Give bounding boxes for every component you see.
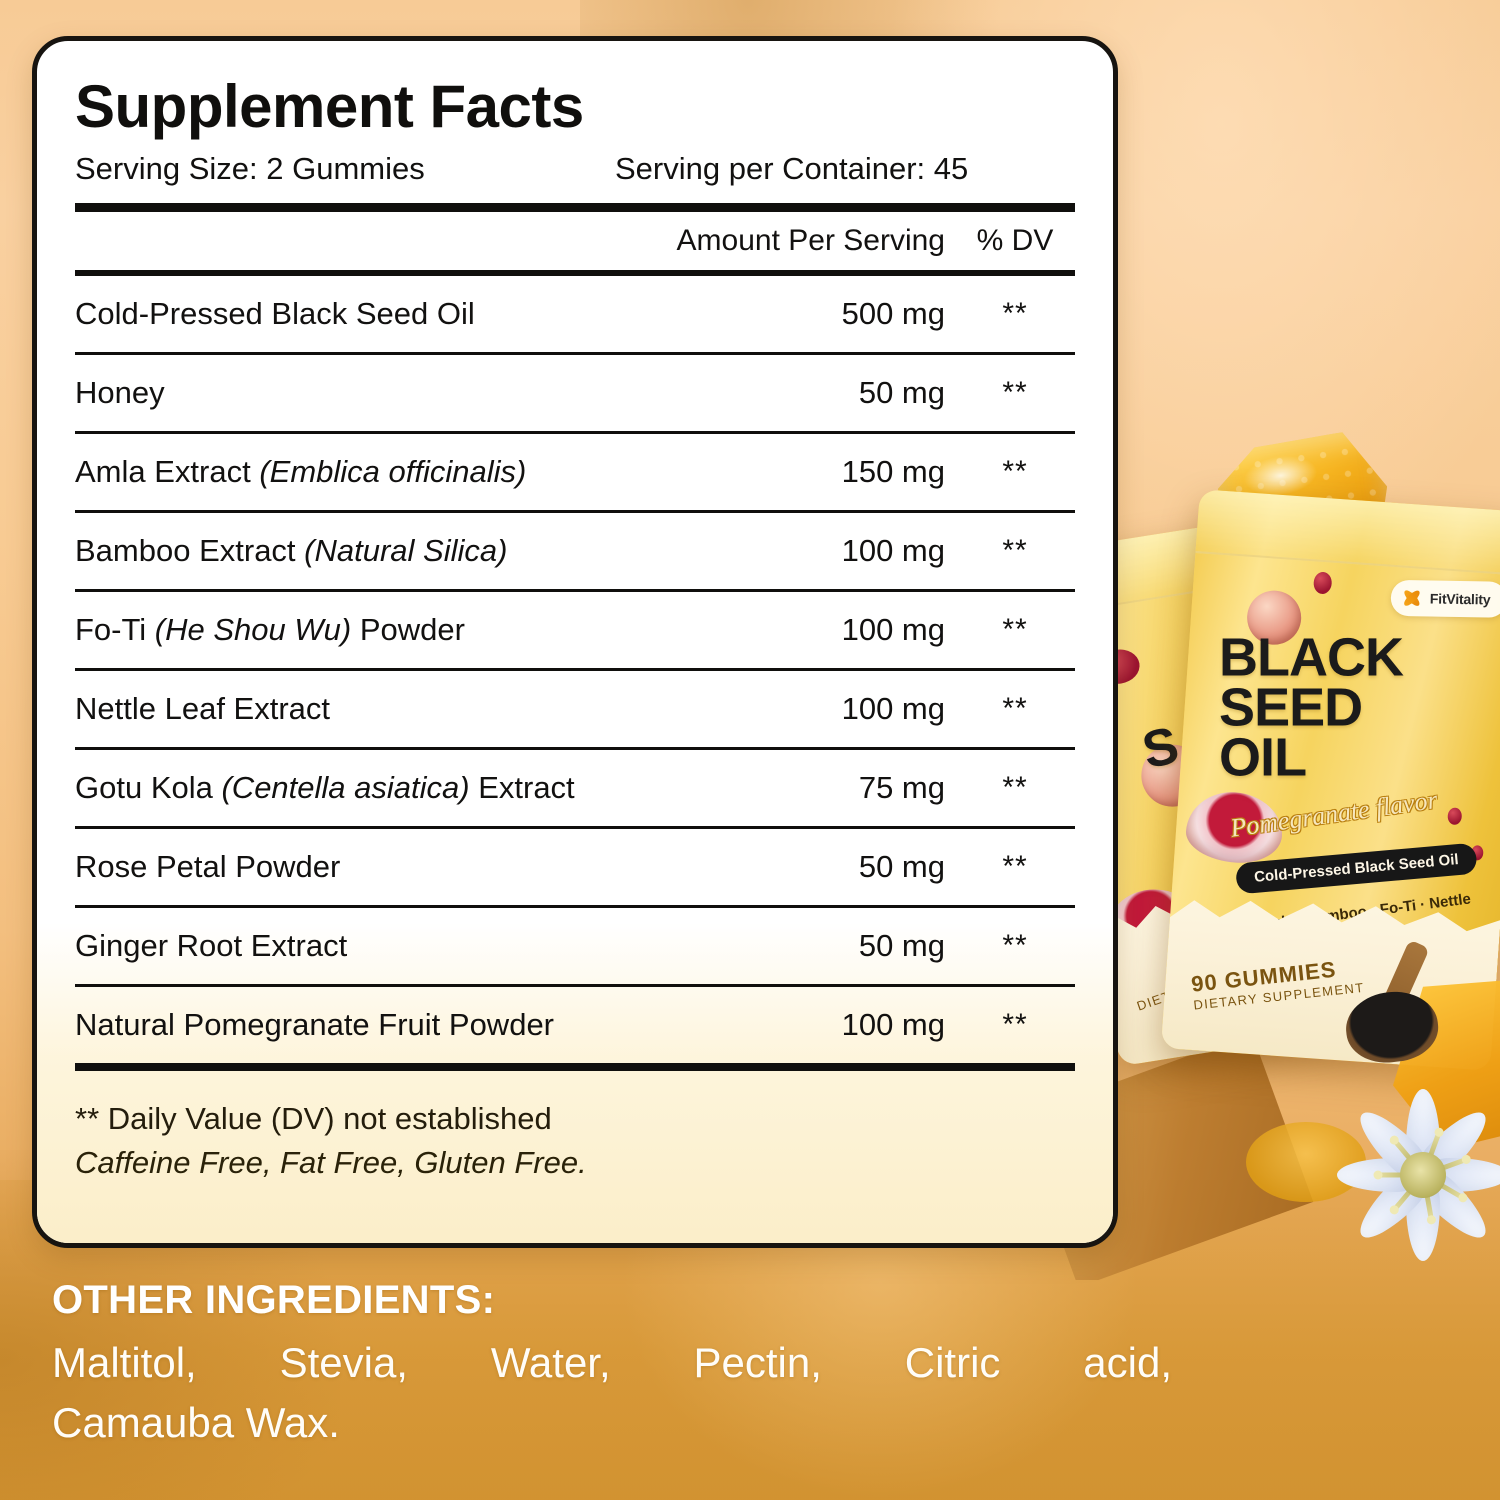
column-header-amount: Amount Per Serving bbox=[676, 224, 945, 257]
ingredient-amount: 50 mg bbox=[858, 928, 945, 963]
table-row: Ginger Root Extract 50 mg ** bbox=[63, 908, 1087, 984]
ingredient-dv: ** bbox=[1002, 613, 1028, 646]
divider-thick-bottom bbox=[75, 1063, 1075, 1071]
footnote-block: ** Daily Value (DV) not established Caff… bbox=[63, 1071, 1087, 1185]
product-flavor: Pomegranate flavor bbox=[1228, 784, 1440, 843]
divider-row bbox=[75, 668, 1075, 671]
table-row: Natural Pomegranate Fruit Powder 100 mg … bbox=[63, 987, 1087, 1063]
ingredient-amount: 100 mg bbox=[841, 533, 945, 568]
other-ingredients-line-2: Camauba Wax. bbox=[52, 1398, 340, 1446]
pomegranate-seed-icon bbox=[1312, 571, 1333, 595]
column-header-dv: % DV bbox=[976, 224, 1054, 257]
other-ingredients-title: OTHER INGREDIENTS: bbox=[52, 1278, 496, 1322]
product-pouch-front: FitVitality BLACK SEED OIL Pomegranate f… bbox=[1160, 489, 1500, 1071]
ingredient-dv: ** bbox=[1002, 297, 1028, 330]
pomegranate-seed-icon bbox=[1447, 807, 1463, 826]
nigella-flower-icon bbox=[1328, 1080, 1500, 1270]
ingredient-amount: 50 mg bbox=[858, 375, 945, 410]
page-title: Supplement Facts bbox=[75, 73, 584, 140]
serving-size: Serving Size: 2 Gummies bbox=[75, 151, 425, 186]
divider-thick-top bbox=[75, 203, 1075, 212]
ingredient-amount: 75 mg bbox=[858, 770, 945, 805]
ingredient-dv: ** bbox=[1002, 455, 1028, 488]
table-row: Honey 50 mg ** bbox=[63, 355, 1087, 431]
table-row: Cold-Pressed Black Seed Oil 500 mg ** bbox=[63, 276, 1087, 352]
product-title: BLACK SEED OIL bbox=[1219, 627, 1489, 787]
flower-center bbox=[1400, 1152, 1446, 1198]
other-ingredients-line-1: Maltitol, Stevia, Water, Pectin, Citric … bbox=[52, 1339, 1172, 1386]
ingredient-dv: ** bbox=[1002, 376, 1028, 409]
ingredient-dv: ** bbox=[1002, 1008, 1028, 1041]
ingredient-amount: 100 mg bbox=[841, 1007, 945, 1042]
other-ingredients-section: OTHER INGREDIENTS: Maltitol, Stevia, Wat… bbox=[52, 1278, 1172, 1452]
table-row: Fo-Ti (He Shou Wu) Powder 100 mg ** bbox=[63, 592, 1087, 668]
ingredient-name: Gotu Kola (Centella asiatica) Extract bbox=[75, 770, 575, 805]
servings-per-container: Serving per Container: 45 bbox=[615, 151, 969, 186]
table-row: Rose Petal Powder 50 mg ** bbox=[63, 829, 1087, 905]
divider-row bbox=[75, 510, 1075, 513]
brand-name: FitVitality bbox=[1430, 590, 1492, 608]
divider-row bbox=[75, 352, 1075, 355]
pouch-seal bbox=[1195, 489, 1500, 577]
serving-info-row: Serving Size: 2 Gummies Serving per Cont… bbox=[63, 137, 1087, 187]
ingredient-name: Fo-Ti (He Shou Wu) Powder bbox=[75, 612, 465, 647]
ingredient-name: Bamboo Extract (Natural Silica) bbox=[75, 533, 508, 568]
table-row: Amla Extract (Emblica officinalis) 150 m… bbox=[63, 434, 1087, 510]
ingredient-amount: 50 mg bbox=[858, 849, 945, 884]
table-row: Bamboo Extract (Natural Silica) 100 mg *… bbox=[63, 513, 1087, 589]
supplement-facts-card: Supplement Facts Serving Size: 2 Gummies… bbox=[32, 36, 1118, 1248]
divider-medium bbox=[75, 270, 1075, 276]
divider-row bbox=[75, 905, 1075, 908]
ingredient-name: Rose Petal Powder bbox=[75, 849, 341, 884]
ingredient-dv: ** bbox=[1002, 692, 1028, 725]
table-row: Gotu Kola (Centella asiatica) Extract 75… bbox=[63, 750, 1087, 826]
footnote-free-claims: Caffeine Free, Fat Free, Gluten Free. bbox=[75, 1145, 587, 1181]
footnote-daily-value: ** Daily Value (DV) not established bbox=[75, 1101, 552, 1136]
other-ingredients-body: Maltitol, Stevia, Water, Pectin, Citric … bbox=[52, 1333, 1172, 1452]
ingredient-name: Natural Pomegranate Fruit Powder bbox=[75, 1007, 555, 1042]
ingredient-amount: 500 mg bbox=[841, 296, 945, 331]
ingredient-dv: ** bbox=[1002, 929, 1028, 962]
ingredient-amount: 100 mg bbox=[841, 612, 945, 647]
ingredient-dv: ** bbox=[1002, 850, 1028, 883]
honey-drip bbox=[1246, 1122, 1366, 1202]
brand-logo: FitVitality bbox=[1391, 579, 1500, 618]
divider-row bbox=[75, 747, 1075, 750]
ingredient-dv: ** bbox=[1002, 771, 1028, 804]
divider-row bbox=[75, 589, 1075, 592]
ingredient-amount: 150 mg bbox=[841, 454, 945, 489]
ingredient-name: Cold-Pressed Black Seed Oil bbox=[75, 296, 475, 331]
ingredient-name: Ginger Root Extract bbox=[75, 928, 348, 963]
table-header-row: Amount Per Serving % DV bbox=[63, 212, 1087, 270]
ingredient-name: Honey bbox=[75, 375, 165, 410]
product-photo: S DIET FitVitality BLACK SEED OIL Pomegr… bbox=[1060, 380, 1500, 1280]
divider-row bbox=[75, 431, 1075, 434]
table-row: Nettle Leaf Extract 100 mg ** bbox=[63, 671, 1087, 747]
divider-row bbox=[75, 826, 1075, 829]
ingredient-name: Amla Extract (Emblica officinalis) bbox=[75, 454, 527, 489]
ingredient-dv: ** bbox=[1002, 534, 1028, 567]
ingredient-amount: 100 mg bbox=[841, 691, 945, 726]
product-title-line-3: OIL bbox=[1219, 727, 1307, 788]
ingredient-name: Nettle Leaf Extract bbox=[75, 691, 331, 726]
flower-logo-icon bbox=[1401, 587, 1423, 609]
